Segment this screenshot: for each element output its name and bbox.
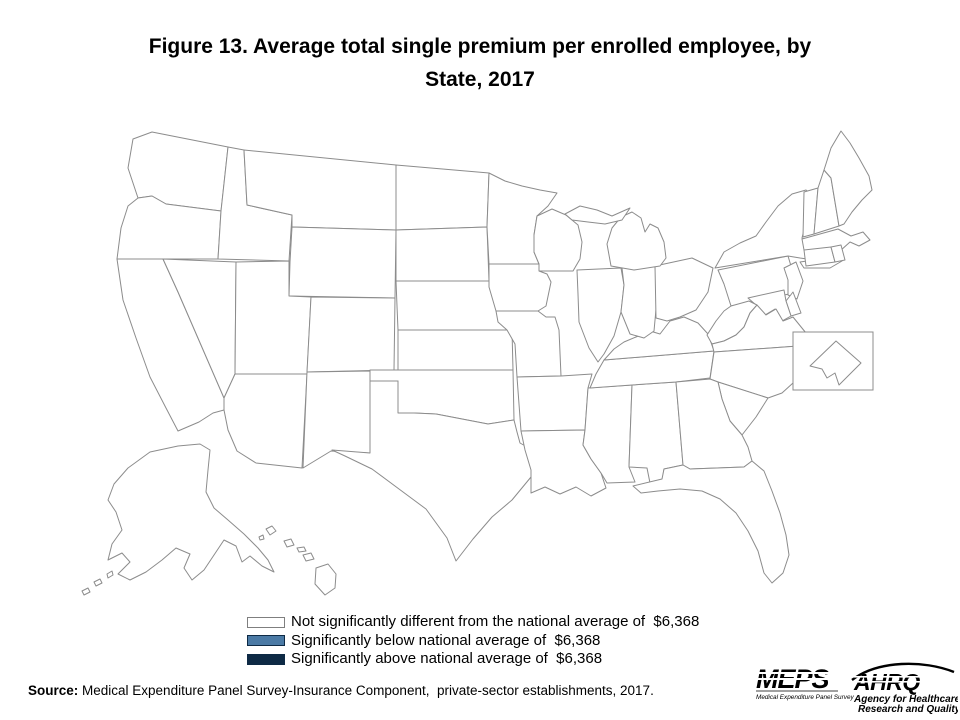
legend-swatch-below: [247, 635, 285, 647]
source-label: Source:: [28, 683, 79, 698]
meps-logo-stripe-1: [754, 672, 840, 674]
state-colorado: [306, 296, 396, 373]
state-indiana: [620, 265, 660, 339]
state-iowa: [488, 263, 552, 312]
state-hawaii-maui: [302, 552, 315, 562]
state-hawaii-oahu: [283, 538, 295, 548]
legend-label-above: Significantly above national average of …: [291, 650, 603, 668]
ahrq-logo-tagline-line2: Research and Quality: [858, 704, 958, 714]
state-alaska-aleutian-island-2: [93, 578, 103, 587]
legend-row-above: Significantly above national average of …: [247, 650, 699, 669]
footer-logos: MEPS Medical Expenditure Panel Survey AH…: [748, 658, 960, 715]
legend-swatch-not-different: [247, 616, 285, 628]
figure-title: Figure 13. Average total single premium …: [50, 30, 910, 96]
ahrq-logo-stripe-1: [852, 676, 952, 678]
state-hawaii-niihau: [258, 534, 265, 541]
figure-title-line2: State, 2017: [425, 68, 535, 91]
meps-logo-stripe-2: [754, 678, 840, 680]
source-note: Source: Medical Expenditure Panel Survey…: [28, 683, 654, 698]
legend-label-below: Significantly below national average of …: [291, 631, 601, 649]
map-legend: Not significantly different from the nat…: [247, 613, 699, 669]
logos-svg: MEPS Medical Expenditure Panel Survey AH…: [754, 662, 960, 715]
legend-row-not-different: Not significantly different from the nat…: [247, 613, 699, 632]
legend-label-not-different: Not significantly different from the nat…: [291, 613, 700, 631]
state-rhode-island: [830, 244, 846, 263]
state-wyoming: [288, 226, 397, 299]
state-michigan-upper: [564, 205, 631, 225]
ahrq-logo: AHRQ Agency for Healthcare Research and …: [851, 662, 960, 715]
state-ohio: [654, 257, 714, 322]
state-kansas: [397, 329, 514, 371]
state-hawaii-kauai: [265, 525, 277, 536]
ahrq-logo-swoosh: [851, 662, 955, 681]
source-text: Medical Expenditure Panel Survey-Insuran…: [78, 683, 654, 698]
state-florida: [632, 460, 790, 584]
ahrq-logo-stripe-2: [852, 681, 952, 683]
state-district-of-columbia: [809, 340, 862, 386]
meps-logo: MEPS Medical Expenditure Panel Survey: [754, 664, 854, 701]
state-alaska-aleutian-island-3: [81, 587, 91, 596]
ahrq-logo-tagline-line1: Agency for Healthcare: [853, 694, 958, 705]
state-michigan-lower: [606, 211, 667, 271]
state-wisconsin: [533, 208, 583, 272]
state-alaska-aleutian-island-1: [106, 570, 114, 579]
state-texas: [331, 380, 537, 562]
meps-logo-tagline: Medical Expenditure Panel Survey: [756, 694, 854, 701]
state-north-dakota: [395, 164, 490, 231]
state-alaska: [107, 443, 275, 581]
state-arkansas: [516, 373, 593, 432]
state-maine: [823, 130, 873, 227]
figure-title-line1: Figure 13. Average total single premium …: [148, 35, 812, 58]
legend-swatch-above: [247, 653, 285, 665]
state-arizona: [223, 373, 308, 469]
state-hawaii-molokai: [296, 546, 307, 553]
state-new-jersey: [783, 261, 804, 300]
legend-row-below: Significantly below national average of …: [247, 632, 699, 651]
state-hawaii-big-island: [314, 563, 337, 596]
state-south-dakota: [395, 226, 490, 282]
